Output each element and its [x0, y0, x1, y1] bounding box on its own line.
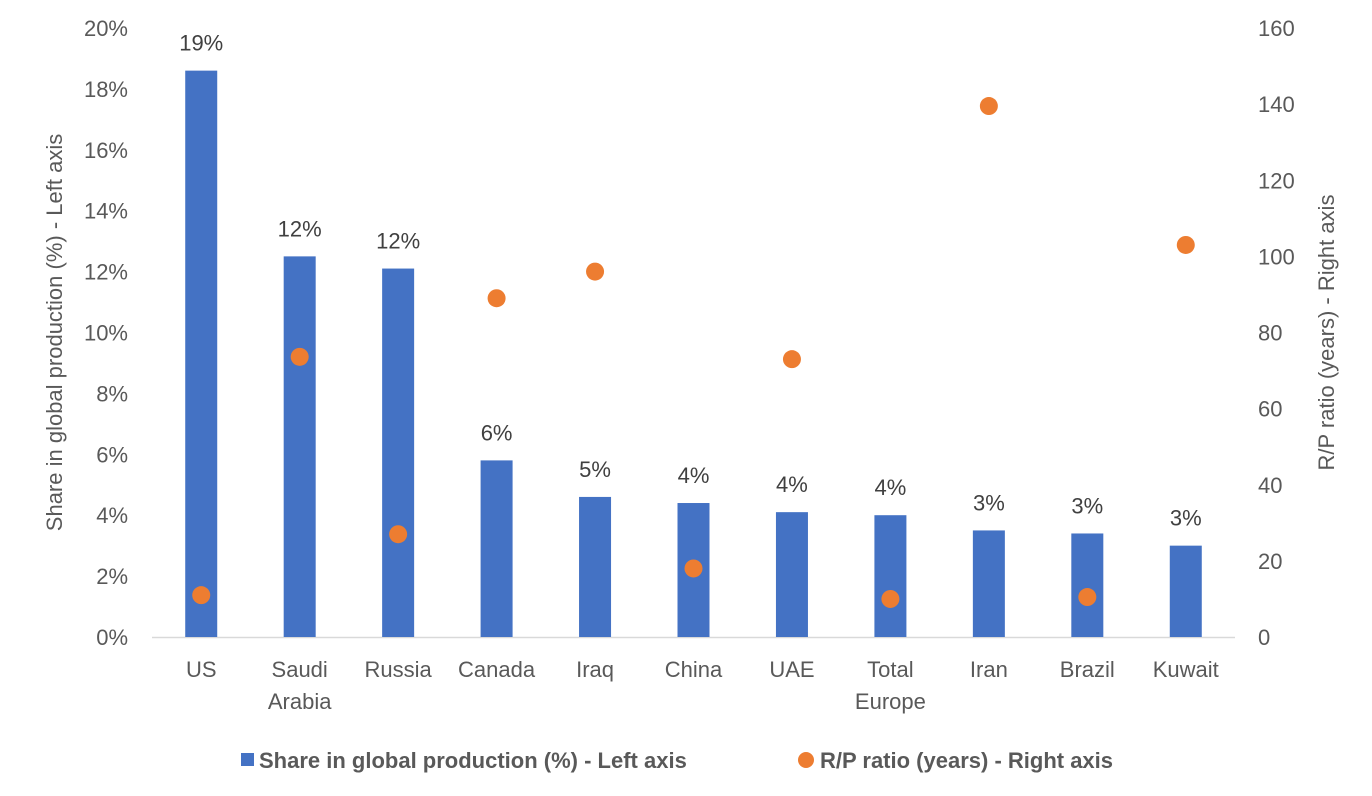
bar-data-label: 3%: [1170, 506, 1202, 531]
bar-data-label: 3%: [1071, 493, 1103, 518]
bar: [480, 460, 513, 637]
points-group: [192, 97, 1195, 608]
bars-group: [185, 70, 1202, 637]
left-axis-tick-label: 10%: [84, 321, 128, 346]
right-axis-title: R/P ratio (years) - Right axis: [1314, 195, 1339, 471]
point: [586, 262, 605, 281]
left-axis-tick-label: 8%: [96, 381, 128, 406]
left-axis-tick-label: 12%: [84, 260, 128, 285]
right-axis-tick-label: 140: [1258, 92, 1295, 117]
point: [487, 289, 506, 308]
right-axis-tick-label: 60: [1258, 397, 1282, 422]
category-label: Russia: [365, 657, 433, 682]
point: [881, 589, 900, 608]
point: [782, 350, 801, 369]
left-axis-tick-label: 2%: [96, 564, 128, 589]
bar-data-label: 6%: [481, 420, 513, 445]
category-label: Iran: [970, 657, 1008, 682]
bar: [185, 70, 218, 637]
category-label: China: [665, 657, 723, 682]
axes-group: 0% 2% 4% 6% 8% 10% 12% 14% 16% 18% 20% 0 20 40 60 80 100…: [42, 16, 1339, 714]
left-axis-tick-label: 20%: [84, 16, 128, 41]
bar: [382, 268, 415, 637]
category-label: Canada: [458, 657, 536, 682]
category-label: Brazil: [1060, 657, 1115, 682]
bar: [1071, 533, 1104, 637]
category-label: Iraq: [576, 657, 614, 682]
left-axis-title: Share in global production (%) - Left ax…: [42, 134, 67, 531]
point: [389, 525, 408, 544]
legend-label-share: Share in global production (%) - Left ax…: [259, 748, 687, 773]
category-label: Total Europe: [855, 657, 926, 714]
bar-data-label: 4%: [776, 472, 808, 497]
bar: [775, 512, 808, 637]
legend: Share in global production (%) - Left ax…: [241, 748, 1113, 773]
point: [1176, 235, 1195, 254]
category-label: Kuwait: [1153, 657, 1219, 682]
right-axis-tick-label: 20: [1258, 549, 1282, 574]
bar-data-label: 12%: [278, 216, 322, 241]
category-label: UAE: [769, 657, 814, 682]
right-axis-tick-label: 120: [1258, 168, 1295, 193]
bar-data-label: 4%: [678, 463, 710, 488]
bar-data-label: 5%: [579, 457, 611, 482]
category-label: US: [186, 657, 217, 682]
category-label: Saudi Arabia: [268, 657, 332, 714]
bar-data-label: 12%: [376, 229, 420, 254]
point: [192, 586, 211, 605]
left-axis-tick-label: 6%: [96, 442, 128, 467]
legend-label-rp: R/P ratio (years) - Right axis: [820, 748, 1113, 773]
legend-swatch-point: [798, 752, 814, 768]
legend-swatch-bar: [241, 753, 254, 766]
bar: [972, 530, 1005, 637]
right-axis-tick-label: 0: [1258, 625, 1270, 650]
point: [684, 559, 703, 578]
labels-group: 19% 12% 12% 6% 5% 4% 4% 4% 3% 3% 3%: [179, 31, 1201, 531]
point: [1078, 588, 1097, 607]
bar: [579, 496, 612, 637]
right-axis-tick-label: 100: [1258, 244, 1295, 269]
right-axis-tick-label: 40: [1258, 473, 1282, 498]
bar-data-label: 3%: [973, 490, 1005, 515]
left-axis-tick-label: 18%: [84, 77, 128, 102]
bar: [874, 515, 907, 637]
left-axis-tick-label: 16%: [84, 138, 128, 163]
point: [979, 97, 998, 116]
right-axis-tick-label: 80: [1258, 321, 1282, 346]
left-axis-tick-label: 0%: [96, 625, 128, 650]
bar-data-label: 19%: [179, 31, 223, 56]
left-axis-tick-label: 4%: [96, 503, 128, 528]
bar: [283, 256, 316, 637]
left-axis-tick-label: 14%: [84, 199, 128, 224]
point: [290, 347, 309, 366]
right-axis-tick-label: 160: [1258, 16, 1295, 41]
bar-data-label: 4%: [875, 475, 907, 500]
bar: [1169, 545, 1202, 637]
